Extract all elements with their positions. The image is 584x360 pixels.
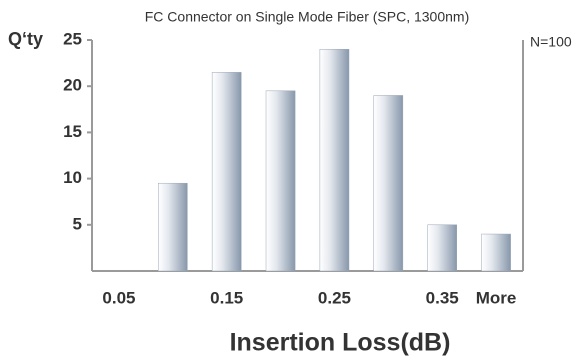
chart-title: FC Connector on Single Mode Fiber (SPC, …	[145, 9, 469, 25]
y-tick-label: 25	[63, 29, 82, 48]
bar	[158, 182, 188, 272]
bar	[427, 224, 457, 272]
x-tick-label: 0.35	[426, 288, 459, 307]
x-tick-label: 0.25	[318, 288, 351, 307]
x-tick-label: 0.05	[102, 288, 135, 307]
bar	[481, 233, 511, 272]
x-tick-label: More	[476, 288, 517, 307]
bar	[319, 48, 350, 272]
y-tick-label: 10	[63, 168, 82, 187]
bar	[211, 72, 242, 272]
bar	[373, 95, 404, 272]
x-axis-title: Insertion Loss(dB)	[230, 329, 451, 357]
bar	[265, 90, 296, 272]
y-tick-label: 15	[63, 122, 82, 141]
y-tick-label: 5	[73, 214, 82, 233]
x-tick-label: 0.15	[210, 288, 243, 307]
y-axis-title: Q‘ty	[8, 29, 43, 49]
annotation: N=100	[530, 34, 572, 50]
y-tick-label: 20	[63, 76, 82, 95]
